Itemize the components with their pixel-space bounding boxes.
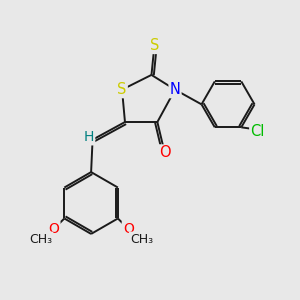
Text: O: O	[159, 146, 170, 160]
Text: O: O	[123, 222, 134, 236]
Text: O: O	[49, 222, 59, 236]
Text: S: S	[117, 82, 127, 97]
Text: H: H	[84, 130, 94, 144]
Text: CH₃: CH₃	[130, 232, 153, 246]
Text: N: N	[169, 82, 181, 97]
Text: Cl: Cl	[250, 124, 265, 139]
Text: S: S	[150, 38, 159, 53]
Text: CH₃: CH₃	[29, 232, 52, 246]
